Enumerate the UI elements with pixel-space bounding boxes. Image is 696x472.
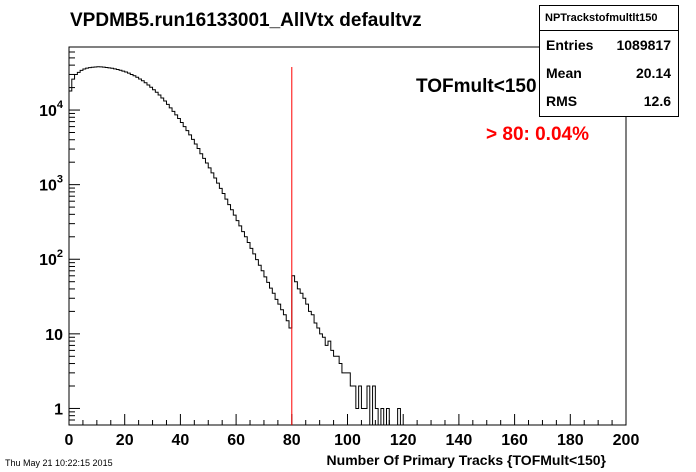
timestamp: Thu May 21 10:22:15 2015 xyxy=(5,458,113,468)
axis-ticks xyxy=(68,46,627,426)
stats-label: RMS xyxy=(546,93,578,109)
x-tick-label: 0 xyxy=(65,432,74,449)
stats-box: NPTrackstofmultlt150 Entries 1089817 Mea… xyxy=(539,5,679,117)
y-tick-labels: 1 10 102 103 104 xyxy=(39,99,64,418)
fraction-label: > 80: 0.04% xyxy=(486,124,589,145)
stats-box-name: NPTrackstofmultlt150 xyxy=(540,6,678,31)
y-tick-label: 103 xyxy=(39,174,63,195)
x-tick-label: 100 xyxy=(334,432,361,449)
y-tick-label: 10 xyxy=(45,327,63,344)
stats-row-rms: RMS 12.6 xyxy=(540,87,678,115)
stats-value: 12.6 xyxy=(643,93,671,109)
stats-value: 20.14 xyxy=(635,65,671,81)
x-tick-label: 20 xyxy=(116,432,134,449)
y-tick-label: 102 xyxy=(39,248,63,269)
cut-label: TOFmult<150 xyxy=(416,76,537,97)
x-tick-label: 180 xyxy=(557,432,584,449)
y-tick-label: 104 xyxy=(39,99,64,120)
x-tick-label: 120 xyxy=(390,432,417,449)
stats-label: Entries xyxy=(546,37,594,53)
x-tick-label: 40 xyxy=(172,432,190,449)
histogram-series xyxy=(69,66,404,426)
x-tick-label: 80 xyxy=(283,432,301,449)
stats-row-mean: Mean 20.14 xyxy=(540,59,678,87)
x-tick-label: 60 xyxy=(227,432,245,449)
stats-row-entries: Entries 1089817 xyxy=(540,31,678,59)
chart-title: VPDMB5.run16133001_AllVtx defaultvz xyxy=(70,10,422,31)
x-tick-label: 200 xyxy=(613,432,640,449)
stats-value: 1089817 xyxy=(616,37,671,53)
x-axis-label: Number Of Primary Tracks {TOFMult<150} xyxy=(326,452,606,468)
stats-label: Mean xyxy=(546,65,582,81)
y-tick-label: 1 xyxy=(54,401,63,418)
x-tick-label: 160 xyxy=(501,432,528,449)
x-tick-label: 140 xyxy=(446,432,473,449)
x-tick-labels: 0 20 40 60 80 100 120 140 160 180 200 xyxy=(65,432,640,449)
